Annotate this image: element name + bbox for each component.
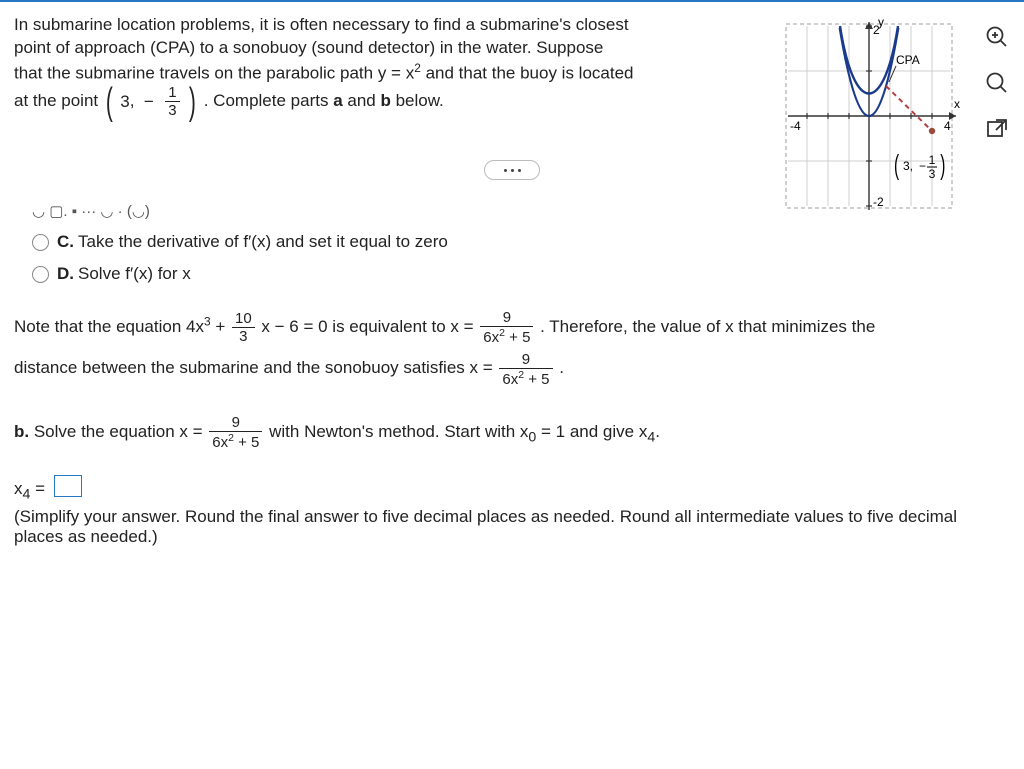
part-b: b. Solve the equation x = 96x2 + 5 with … xyxy=(14,415,1010,452)
option-d[interactable]: D.Solve f′(x) for x xyxy=(32,264,1010,284)
option-c[interactable]: C.Take the derivative of f′(x) and set i… xyxy=(32,232,1010,252)
radio-icon[interactable] xyxy=(32,234,49,251)
open-paren-icon: ( xyxy=(106,91,113,114)
svg-text:(: ( xyxy=(894,149,899,180)
popout-icon[interactable] xyxy=(984,116,1010,142)
svg-text:−: − xyxy=(919,159,926,173)
answer-input[interactable] xyxy=(54,475,82,497)
y-min-label: -2 xyxy=(873,195,884,209)
answer-hint: (Simplify your answer. Round the final a… xyxy=(14,507,1010,547)
problem-intro: In submarine location problems, it is of… xyxy=(14,14,774,118)
radio-icon[interactable] xyxy=(32,266,49,283)
answer-row: x4 = xyxy=(14,475,1010,502)
x-min-label: -4 xyxy=(790,119,801,133)
x-max-label: 4 xyxy=(944,119,951,133)
svg-text:1: 1 xyxy=(929,153,936,167)
note-paragraph: Note that the equation 4x3 + 103 x − 6 =… xyxy=(14,310,1010,386)
svg-text:): ) xyxy=(940,149,945,180)
close-paren-icon: ) xyxy=(189,91,196,114)
svg-text:3: 3 xyxy=(929,167,936,181)
intro-line: point of approach (CPA) to a sonobuoy (s… xyxy=(14,38,603,57)
ellipsis-separator[interactable] xyxy=(484,160,540,180)
svg-text:3,: 3, xyxy=(903,159,913,173)
intro-line: In submarine location problems, it is of… xyxy=(14,15,629,34)
intro-line: that the submarine travels on the parabo… xyxy=(14,64,414,83)
